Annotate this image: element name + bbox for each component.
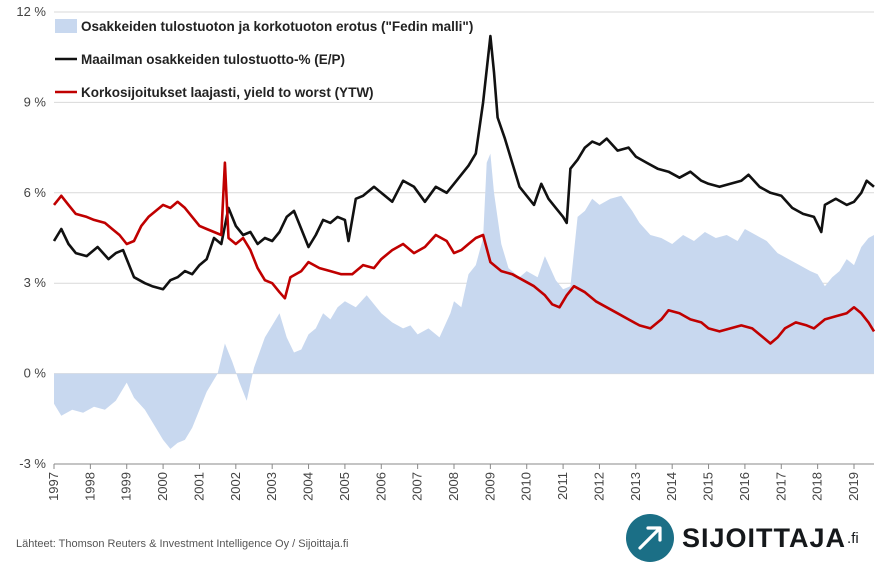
legend-label: Korkosijoitukset laajasti, yield to wors… (81, 85, 374, 100)
x-tick-label: 2019 (846, 472, 861, 501)
legend-label: Osakkeiden tulostuoton ja korkotuoton er… (81, 19, 473, 34)
x-tick-label: 2011 (555, 472, 570, 500)
logo-text: SIJOITTAJA (682, 522, 847, 553)
y-tick-label: -3 % (19, 456, 46, 471)
spread-area (54, 153, 874, 449)
legend-swatch (55, 19, 77, 33)
x-tick-label: 1999 (119, 472, 134, 501)
x-tick-label: 2017 (773, 472, 788, 501)
x-tick-label: 2003 (264, 472, 279, 501)
x-tick-label: 2008 (446, 472, 461, 501)
y-tick-label: 3 % (24, 275, 47, 290)
x-tick-label: 2018 (810, 472, 825, 501)
x-tick-label: 1998 (82, 472, 97, 501)
source-note: Lähteet: Thomson Reuters & Investment In… (16, 538, 349, 550)
x-tick-label: 1997 (46, 472, 61, 501)
x-tick-label: 2009 (482, 472, 497, 501)
line-series (52, 34, 876, 345)
spread-area-series (54, 153, 874, 449)
axes: -3 % 0 % 3 % 6 % 9 % 12 % 1997 1998 1999 2000 2001… (16, 4, 874, 501)
y-tick-label: 6 % (24, 185, 47, 200)
x-tick-label: 2005 (337, 472, 352, 501)
x-tick-label: 2013 (628, 472, 643, 501)
brand-logo: SIJOITTAJA .fi (626, 514, 859, 562)
logo-suffix: .fi (847, 529, 859, 547)
logo-arrow-icon (626, 514, 674, 562)
x-tick-label: 2004 (301, 472, 316, 501)
y-tick-label: 12 % (16, 4, 46, 19)
x-tick-label: 2000 (155, 472, 170, 501)
x-tick-label: 2014 (664, 472, 679, 501)
x-tick-label: 2006 (373, 472, 388, 501)
x-tick-label: 2010 (519, 472, 534, 501)
legend-label: Maailman osakkeiden tulostuotto-% (E/P) (81, 52, 345, 67)
x-tick-label: 2015 (701, 472, 716, 501)
legend: Osakkeiden tulostuoton ja korkotuoton er… (55, 19, 473, 100)
x-tick-label: 2007 (410, 472, 425, 501)
x-tick-label: 2001 (191, 472, 206, 501)
x-tick-label: 2012 (591, 472, 606, 501)
x-tick-label: 2016 (737, 472, 752, 501)
x-tick-label: 2002 (228, 472, 243, 501)
earnings-yield-line (52, 34, 875, 291)
y-tick-label: 9 % (24, 94, 47, 109)
y-tick-label: 0 % (24, 366, 47, 381)
ytw-line (52, 161, 876, 345)
